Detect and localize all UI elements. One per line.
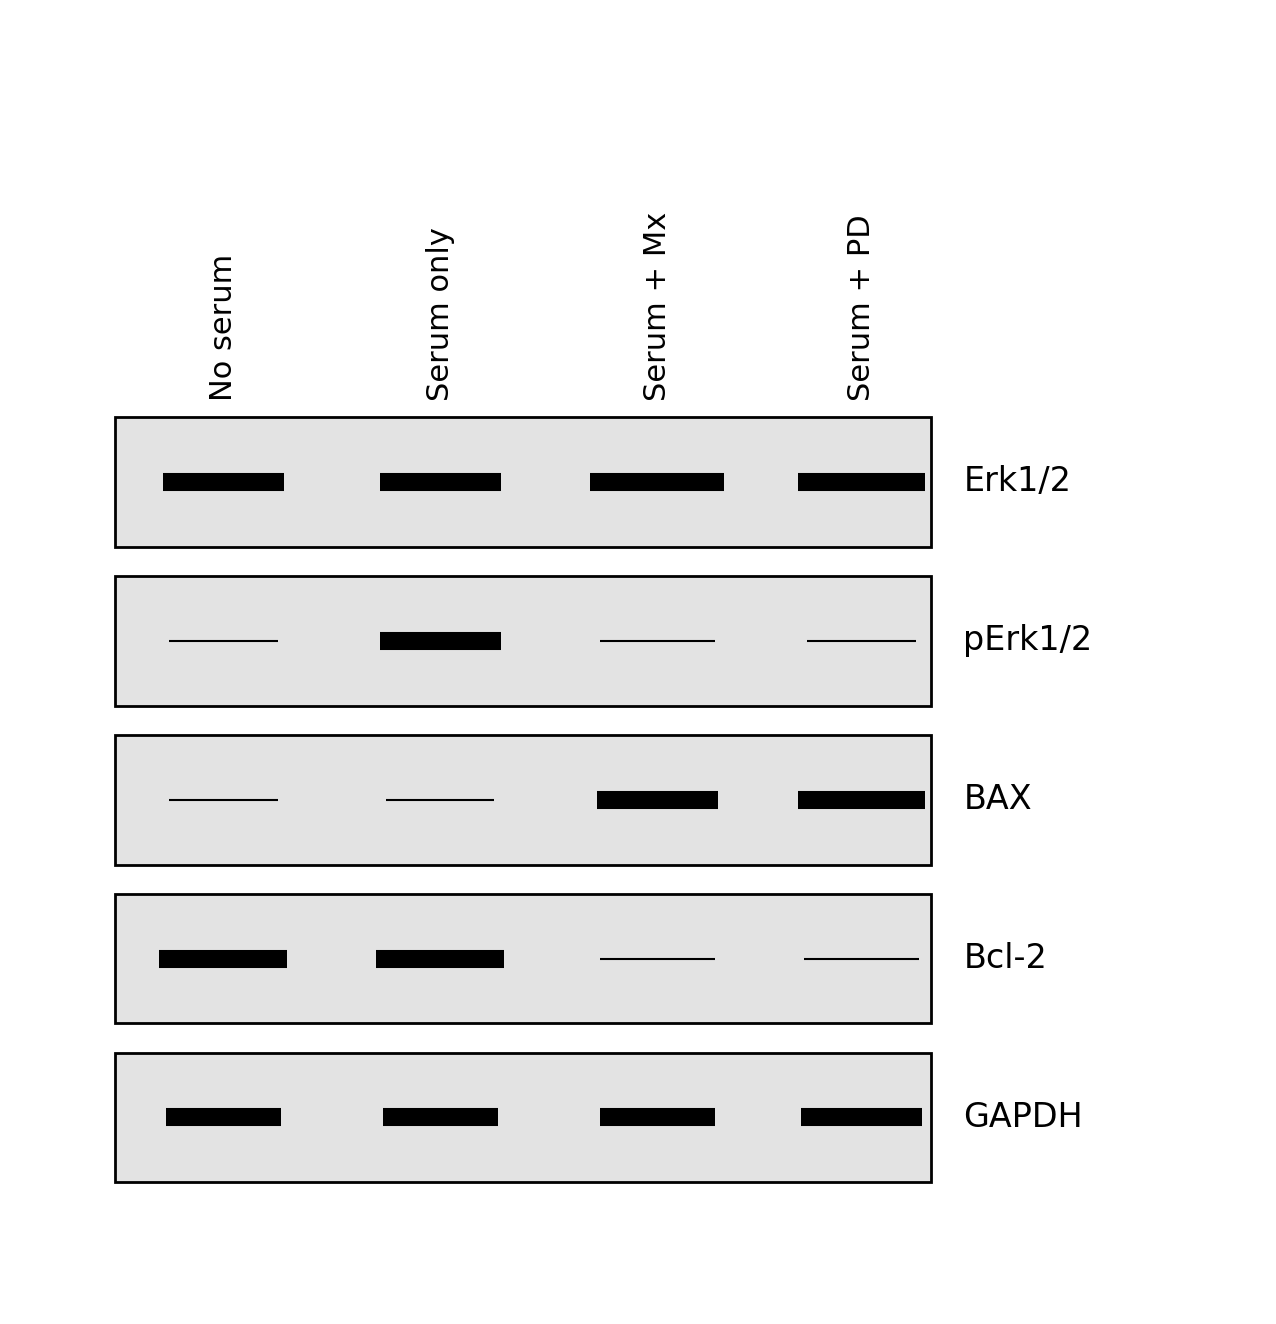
Bar: [115, 735, 931, 865]
Text: BAX: BAX: [963, 784, 1032, 816]
Text: pErk1/2: pErk1/2: [963, 625, 1092, 657]
Text: Bcl-2: Bcl-2: [963, 943, 1048, 974]
Text: Erk1/2: Erk1/2: [963, 466, 1072, 498]
Bar: [115, 1053, 931, 1182]
Text: Serum + Mx: Serum + Mx: [643, 212, 671, 401]
Text: GAPDH: GAPDH: [963, 1102, 1083, 1133]
Text: Serum + PD: Serum + PD: [847, 214, 875, 401]
Bar: [115, 576, 931, 706]
Text: No serum: No serum: [209, 254, 237, 401]
Text: Serum only: Serum only: [426, 228, 454, 401]
Bar: [115, 894, 931, 1023]
Bar: [115, 417, 931, 547]
